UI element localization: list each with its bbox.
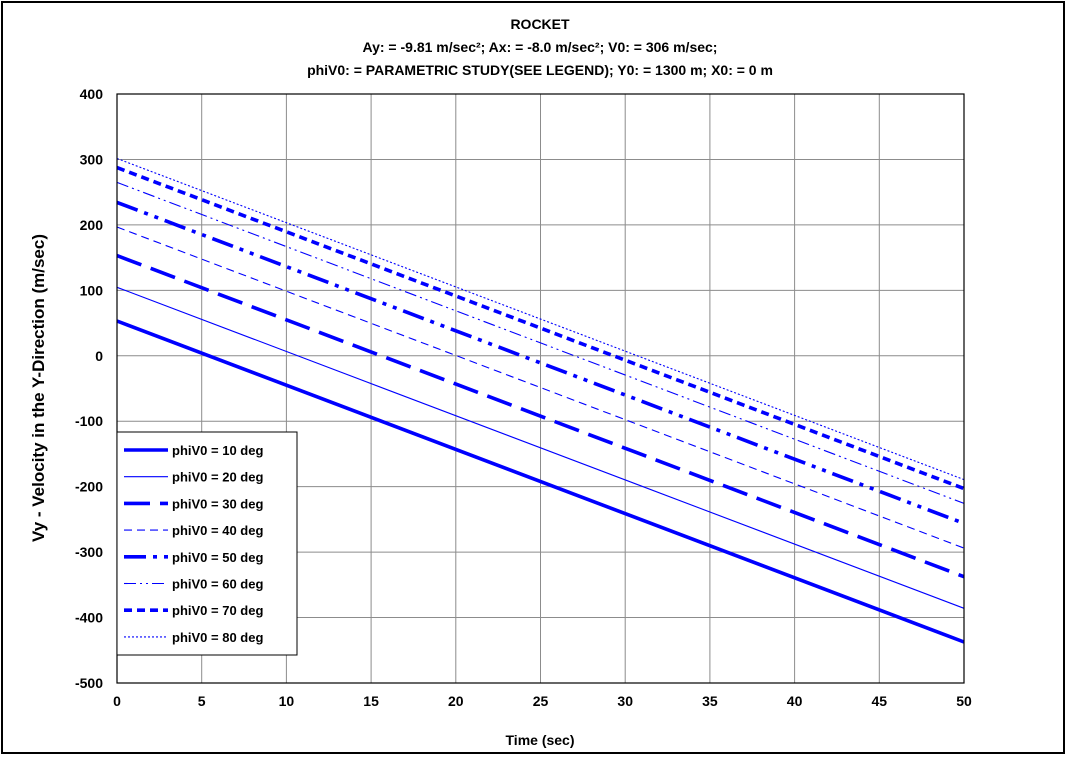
chart-subtitle-line-2: phiV0: = PARAMETRIC STUDY(SEE LEGEND); Y… bbox=[307, 62, 773, 78]
y-tick-label: 300 bbox=[80, 151, 104, 167]
x-tick-label: 10 bbox=[279, 693, 295, 709]
legend: phiV0 = 10 deg phiV0 = 20 deg phiV0 = 30 d… bbox=[116, 431, 298, 656]
x-tick-label: 40 bbox=[787, 693, 803, 709]
legend-label-phiv0-20-deg: phiV0 = 20 deg bbox=[172, 470, 263, 485]
legend-label-phiv0-80-deg: phiV0 = 80 deg bbox=[172, 630, 263, 645]
x-tick-label: 45 bbox=[872, 693, 888, 709]
x-tick-label: 50 bbox=[956, 693, 972, 709]
series-line-phiv0-80-deg bbox=[116, 157, 965, 481]
x-tick-label: 5 bbox=[198, 693, 206, 709]
chart-subtitle-line-1: Ay: = -9.81 m/sec²; Ax: = -8.0 m/sec²; V… bbox=[363, 39, 718, 55]
plot-area bbox=[116, 93, 965, 684]
x-tick-label: 35 bbox=[702, 693, 718, 709]
chart-title: ROCKET bbox=[510, 16, 570, 32]
legend-label-phiv0-40-deg: phiV0 = 40 deg bbox=[172, 523, 263, 538]
x-tick-label: 25 bbox=[533, 693, 549, 709]
series-line-phiv0-60-deg bbox=[116, 181, 965, 504]
y-tick-label: -400 bbox=[75, 610, 103, 626]
y-tick-label: 0 bbox=[95, 348, 103, 364]
series-line-phiv0-40-deg bbox=[116, 226, 965, 549]
x-tick-label: 15 bbox=[363, 693, 379, 709]
y-tick-label: -100 bbox=[75, 413, 103, 429]
legend-box bbox=[116, 431, 298, 656]
legend-label-phiv0-70-deg: phiV0 = 70 deg bbox=[172, 603, 263, 618]
y-tick-label: -300 bbox=[75, 544, 103, 560]
y-tick-label: -200 bbox=[75, 479, 103, 495]
series-line-phiv0-50-deg bbox=[116, 200, 965, 526]
legend-label-phiv0-10-deg: phiV0 = 10 deg bbox=[172, 443, 263, 458]
legend-label-phiv0-50-deg: phiV0 = 50 deg bbox=[172, 550, 263, 565]
series-line-phiv0-10-deg bbox=[116, 319, 965, 644]
x-tick-label: 30 bbox=[617, 693, 633, 709]
tick-labels: 0 5 10 15 20 25 30 35 40 45 50 -500 -400 -300 -200 -100… bbox=[75, 86, 972, 709]
x-axis-label: Time (sec) bbox=[506, 732, 575, 748]
x-tick-label: 20 bbox=[448, 693, 464, 709]
legend-label-phiv0-30-deg: phiV0 = 30 deg bbox=[172, 496, 263, 511]
series-lines bbox=[116, 157, 965, 644]
y-axis-label: Vy - Velocity in the Y-Direction (m/sec) bbox=[29, 234, 48, 542]
y-tick-label: 200 bbox=[80, 217, 104, 233]
series-line-phiv0-30-deg bbox=[116, 253, 965, 579]
legend-label-phiv0-60-deg: phiV0 = 60 deg bbox=[172, 577, 263, 592]
y-tick-label: 400 bbox=[80, 86, 104, 102]
series-line-phiv0-20-deg bbox=[116, 286, 965, 609]
x-tick-label: 0 bbox=[113, 693, 121, 709]
y-tick-label: -500 bbox=[75, 675, 103, 691]
series-line-phiv0-70-deg bbox=[116, 165, 965, 491]
y-tick-label: 100 bbox=[80, 282, 104, 298]
